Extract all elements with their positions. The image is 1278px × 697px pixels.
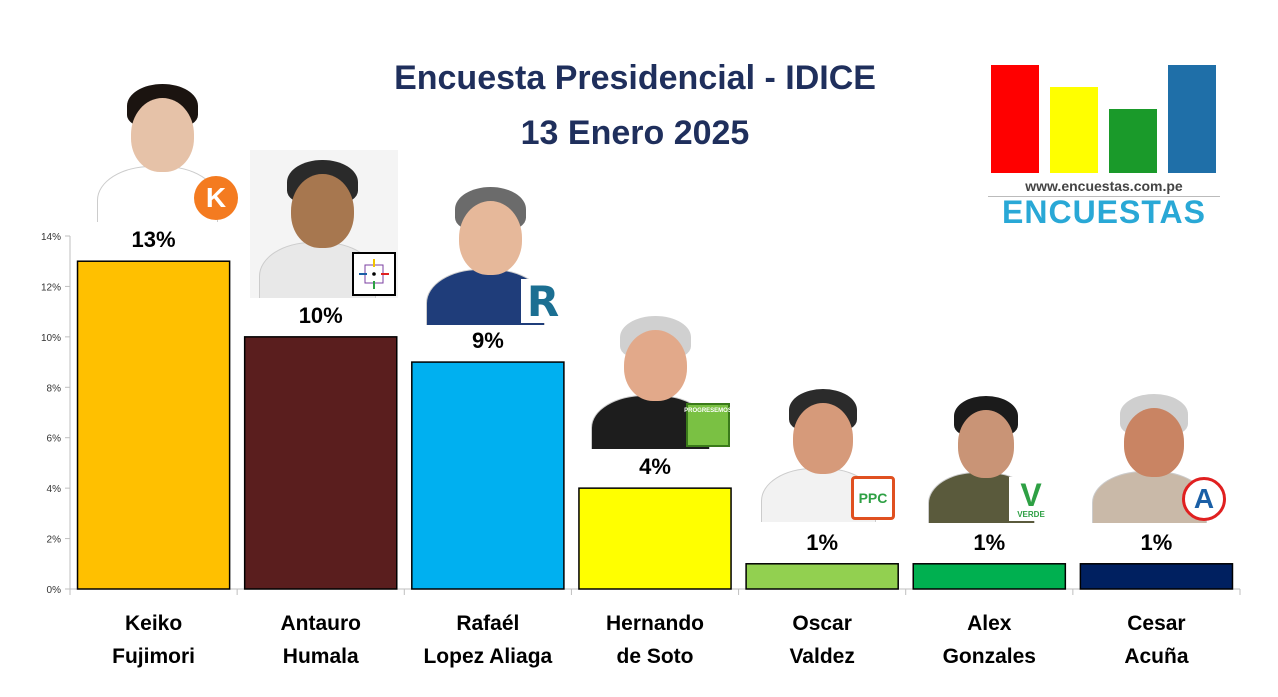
candidate-photo-2: R: [417, 177, 567, 325]
candidate-photo-1: [250, 150, 398, 298]
y-tick-label: 14%: [41, 232, 61, 243]
data-label-2: 9%: [472, 328, 504, 353]
badge-text: V: [1020, 476, 1042, 513]
bar-2: [411, 361, 565, 590]
logo-bar-blue: [1167, 64, 1217, 174]
y-tick-label: 6%: [47, 434, 62, 445]
bar-1: [243, 336, 398, 590]
portrait-face: [792, 403, 854, 475]
category-label-1: Humala: [283, 645, 359, 668]
logo-bar-yellow: [1049, 86, 1099, 174]
portrait-face: [459, 200, 522, 275]
renovacion-r-icon: R: [521, 276, 565, 326]
candidate-photo-0: K: [88, 74, 240, 222]
y-tick-label: 12%: [41, 282, 61, 293]
progresemos-logo-icon: PROGRESEMOS: [684, 403, 732, 447]
bar-5: [912, 563, 1067, 590]
chart-title: Encuesta Presidencial - IDICE: [394, 59, 876, 97]
ppc-logo-icon: PPC: [851, 476, 895, 520]
category-label-1: Antauro: [280, 612, 361, 635]
badge-text: K: [205, 182, 227, 213]
category-label-5: Alex: [967, 612, 1012, 635]
app-a-icon: A: [1182, 477, 1226, 521]
data-label-3: 4%: [639, 454, 671, 479]
badge-text: PROGRESEMOS: [684, 408, 732, 414]
portrait-face: [624, 330, 687, 402]
logo-bar-red: [990, 64, 1040, 174]
bar-3: [578, 487, 732, 590]
category-label-4: Valdez: [789, 645, 854, 668]
category-label-6: Acuña: [1124, 645, 1189, 668]
category-label-6: Cesar: [1127, 612, 1185, 635]
y-tick-label: 0%: [47, 585, 62, 596]
verde-v-icon: V VERDE: [1009, 477, 1053, 521]
data-label-1: 10%: [299, 303, 343, 328]
target-logo-icon: [352, 252, 396, 296]
badge-text: R: [526, 276, 560, 326]
portrait-face: [291, 173, 354, 248]
badge-text: A: [1193, 483, 1215, 514]
y-tick-label: 4%: [47, 484, 62, 495]
bar-6: [1079, 563, 1234, 590]
data-label-5: 1%: [973, 530, 1005, 555]
category-label-0: Fujimori: [112, 645, 195, 668]
candidate-photo-3: PROGRESEMOS: [582, 307, 732, 449]
category-label-0: Keiko: [125, 612, 182, 635]
logo-bar-green: [1108, 108, 1158, 174]
logo-name: ENCUESTAS: [1002, 194, 1206, 230]
portrait-face: [130, 97, 195, 172]
bar-0: [76, 260, 231, 590]
candidate-photo-4: PPC: [752, 380, 897, 522]
data-label-0: 13%: [132, 227, 176, 252]
category-label-5: Gonzales: [943, 645, 1036, 668]
y-tick-label: 2%: [47, 535, 62, 546]
data-label-6: 1%: [1141, 530, 1173, 555]
portrait-face: [1123, 408, 1185, 477]
data-label-4: 1%: [806, 530, 838, 555]
category-label-3: Hernando: [606, 612, 704, 635]
bar-4: [745, 563, 899, 590]
logo-url: www.encuestas.com.pe: [1025, 178, 1183, 194]
candidate-photo-6: A: [1083, 386, 1228, 523]
fuerza-popular-k-icon: K: [194, 176, 238, 220]
encuestas-logo: www.encuestas.com.pe ENCUESTAS: [988, 62, 1220, 232]
y-tick-label: 10%: [41, 333, 61, 344]
logo-divider: [988, 196, 1220, 197]
y-tick-label: 8%: [47, 383, 62, 394]
category-label-2: Rafaél: [456, 612, 519, 635]
category-label-3: de Soto: [617, 645, 694, 668]
badge-text: PPC: [858, 490, 888, 506]
category-label-2: Lopez Aliaga: [423, 645, 552, 668]
category-label-4: Oscar: [792, 612, 852, 635]
portrait-face: [957, 410, 1015, 478]
chart-subtitle: 13 Enero 2025: [520, 114, 750, 152]
candidate-photo-5: V VERDE: [920, 388, 1055, 523]
badge-subtext: VERDE: [1017, 509, 1045, 519]
